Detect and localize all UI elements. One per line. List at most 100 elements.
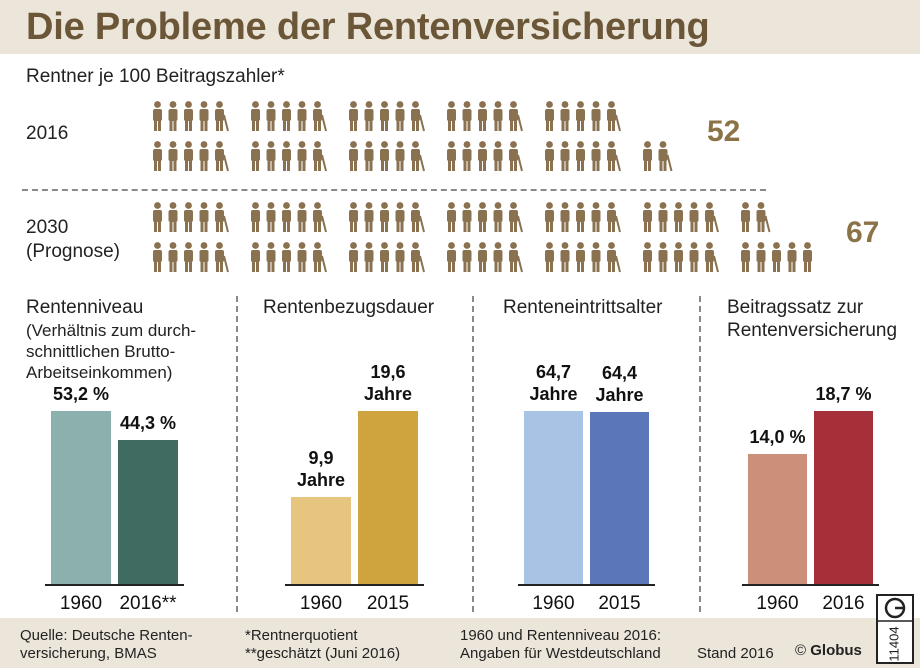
retiree-icon bbox=[282, 141, 291, 171]
stand-date: Stand 2016 bbox=[697, 645, 774, 662]
retiree-icon bbox=[364, 141, 374, 171]
retiree-icon bbox=[153, 101, 162, 131]
retiree-icon bbox=[184, 242, 193, 272]
panel-divider-2 bbox=[472, 296, 474, 612]
retiree-icon bbox=[297, 101, 307, 131]
retiree-with-cane-icon bbox=[756, 202, 771, 233]
retiree-with-cane-icon bbox=[313, 101, 327, 132]
retiree-with-cane-icon bbox=[607, 202, 621, 233]
retiree-icon bbox=[251, 242, 260, 272]
retiree-icon bbox=[462, 242, 472, 272]
panel-divider-3 bbox=[699, 296, 701, 612]
retiree-icon bbox=[462, 202, 472, 232]
retiree-icon bbox=[184, 141, 193, 171]
retiree-icon bbox=[395, 101, 405, 131]
category-label: 1960 bbox=[299, 593, 343, 614]
retiree-icon bbox=[741, 202, 750, 232]
bar-baseline bbox=[285, 584, 424, 586]
globus-credit: © Globus bbox=[795, 642, 862, 659]
retiree-icon bbox=[282, 202, 291, 232]
retiree-icon bbox=[689, 242, 699, 272]
retiree-icon bbox=[380, 242, 389, 272]
retiree-icon bbox=[199, 242, 209, 272]
retiree-icon bbox=[576, 242, 585, 272]
retiree-icon bbox=[364, 202, 374, 232]
retiree-with-cane-icon bbox=[411, 242, 425, 273]
retiree-icon bbox=[297, 202, 307, 232]
bar-2015 bbox=[590, 412, 649, 584]
category-label: 2015 bbox=[366, 593, 410, 614]
category-label: 2015 bbox=[598, 593, 641, 614]
panel-title-rentenbezugsdauer: Rentenbezugsdauer bbox=[263, 297, 435, 318]
retiree-icon bbox=[545, 202, 554, 232]
retiree-icon bbox=[591, 101, 601, 131]
retiree-icon bbox=[282, 242, 291, 272]
retiree-icon bbox=[380, 101, 389, 131]
retiree-with-cane-icon bbox=[607, 101, 621, 132]
retiree-with-cane-icon bbox=[607, 141, 621, 172]
retiree-icon bbox=[168, 242, 178, 272]
retiree-icon bbox=[153, 242, 162, 272]
retiree-icon bbox=[184, 101, 193, 131]
retiree-icon bbox=[364, 101, 374, 131]
retiree-icon bbox=[462, 101, 472, 131]
bar-value-label: 14,0 % bbox=[749, 427, 806, 447]
panel-title-rentenniveau: Rentenniveau bbox=[26, 297, 144, 318]
retiree-icon bbox=[545, 242, 554, 272]
bar-value-label: 64,4 Jahre bbox=[595, 363, 644, 405]
retiree-icon bbox=[184, 202, 193, 232]
retiree-icon bbox=[803, 242, 812, 272]
row-label-2030-prognose: (Prognose) bbox=[26, 241, 120, 262]
retiree-icon bbox=[576, 141, 585, 171]
retiree-icon bbox=[591, 141, 601, 171]
bar-value-label: 53,2 % bbox=[52, 384, 110, 404]
retiree-with-cane-icon bbox=[411, 141, 425, 172]
retiree-icon bbox=[349, 101, 358, 131]
retiree-with-cane-icon bbox=[509, 101, 523, 132]
footnote-line-1: *Rentnerquotient bbox=[245, 627, 358, 644]
retiree-icon bbox=[153, 141, 162, 171]
retiree-icon bbox=[153, 202, 162, 232]
row-divider bbox=[22, 189, 766, 191]
retiree-icon bbox=[478, 101, 487, 131]
retiree-icon bbox=[658, 242, 668, 272]
footer-band bbox=[0, 618, 920, 668]
category-label: 2016** bbox=[119, 593, 177, 614]
pictogram-subtitle: Rentner je 100 Beitragszahler* bbox=[26, 66, 285, 87]
panel-title-renteneintrittsalter: Renteneintrittsalter bbox=[503, 297, 663, 318]
retiree-icon bbox=[266, 242, 276, 272]
retiree-icon bbox=[576, 202, 585, 232]
retiree-icon bbox=[447, 101, 456, 131]
bar-baseline bbox=[742, 584, 879, 586]
globus-brand: Globus bbox=[810, 642, 862, 659]
bar-value-label: 44,3 % bbox=[119, 413, 177, 433]
panel-note-line-3: Arbeitseinkommen) bbox=[26, 363, 173, 382]
retiree-icon bbox=[266, 202, 276, 232]
retiree-with-cane-icon bbox=[658, 141, 673, 172]
bar-value-label: 64,7 Jahre bbox=[529, 362, 578, 404]
retiree-icon bbox=[349, 202, 358, 232]
retiree-icon bbox=[380, 202, 389, 232]
retiree-icon bbox=[658, 202, 668, 232]
retiree-icon bbox=[478, 242, 487, 272]
retiree-icon bbox=[251, 202, 260, 232]
bar-1960 bbox=[748, 454, 807, 584]
retiree-with-cane-icon bbox=[705, 202, 719, 233]
retiree-icon bbox=[787, 242, 797, 272]
row-label-2030: 2030 bbox=[26, 217, 69, 238]
retiree-icon bbox=[643, 202, 652, 232]
retiree-icon bbox=[478, 202, 487, 232]
copyright-sign: © bbox=[795, 642, 807, 659]
retiree-icon bbox=[643, 141, 652, 171]
retiree-icon bbox=[168, 141, 178, 171]
retiree-with-cane-icon bbox=[215, 242, 229, 273]
retiree-icon bbox=[199, 141, 209, 171]
retiree-icon bbox=[689, 202, 699, 232]
retiree-icon bbox=[560, 242, 570, 272]
retiree-icon bbox=[545, 141, 554, 171]
retiree-icon bbox=[380, 141, 389, 171]
globus-number: 11404 bbox=[886, 626, 901, 661]
retiree-with-cane-icon bbox=[705, 242, 719, 273]
bar-value-label: 19,6 Jahre bbox=[363, 362, 413, 404]
retiree-icon bbox=[560, 202, 570, 232]
